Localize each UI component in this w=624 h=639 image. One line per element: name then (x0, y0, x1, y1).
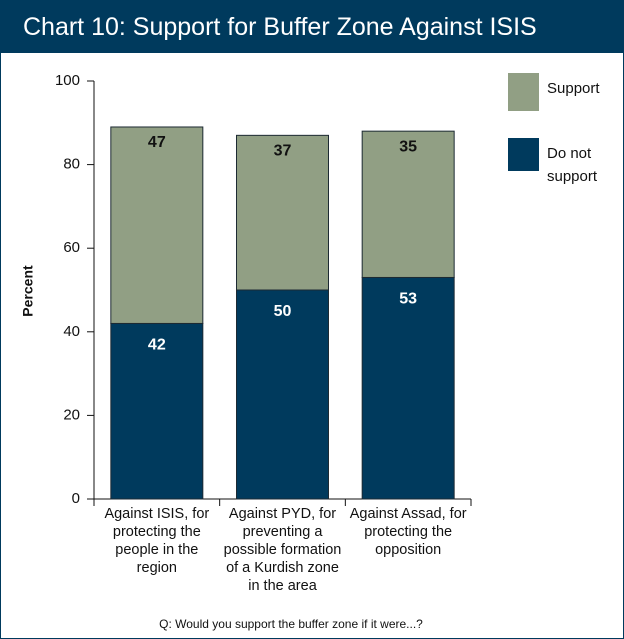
value-label: 37 (274, 143, 292, 160)
y-tick-label: 80 (63, 156, 80, 173)
legend-label: Support (547, 80, 600, 97)
value-label: 53 (399, 291, 417, 308)
value-label: 47 (148, 134, 166, 151)
y-tick-label: 100 (55, 72, 80, 89)
value-label: 42 (148, 337, 166, 354)
x-tick-label: Against ISIS, for protecting the people … (104, 506, 210, 576)
chart-title: Chart 10: Support for Buffer Zone Agains… (1, 1, 623, 53)
y-tick-label: 0 (72, 490, 80, 507)
bar-segment (236, 289, 329, 500)
y-axis-label: Percent (20, 265, 36, 317)
x-tick-label: Against PYD, for preventing a possible f… (223, 506, 342, 594)
value-label: 50 (274, 303, 292, 320)
y-tick-label: 20 (63, 406, 80, 423)
legend-label: Do not support (547, 145, 598, 185)
legend-swatch (508, 73, 539, 111)
value-label: 35 (399, 138, 417, 155)
y-tick-label: 60 (63, 239, 80, 256)
bar-segment (236, 134, 329, 291)
y-tick-label: 40 (63, 323, 80, 340)
bar-segment (361, 276, 455, 500)
bar-segment (361, 130, 455, 278)
x-tick-label: Against Assad, for protecting the opposi… (349, 506, 467, 558)
bar-segment (110, 126, 204, 324)
bar-segment (110, 322, 204, 500)
note: Q: Would you support the buffer zone if … (159, 617, 423, 631)
legend-swatch (508, 138, 539, 171)
